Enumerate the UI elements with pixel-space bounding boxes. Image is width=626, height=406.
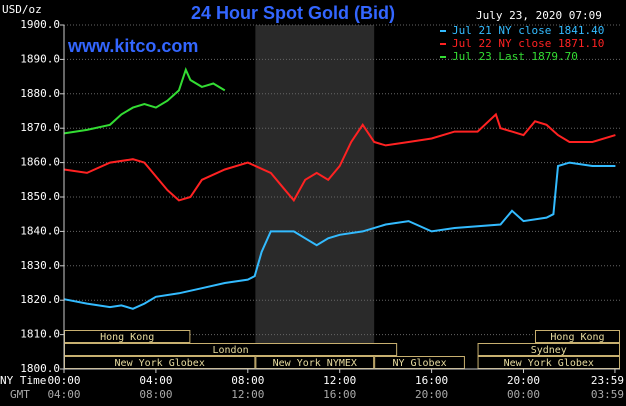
- plot-area: [63, 24, 621, 370]
- y-tick-label: 1810.0: [20, 328, 60, 341]
- x2-axis-label: GMT: [10, 388, 30, 401]
- y-tick-label: 1870.0: [20, 121, 60, 134]
- y-tick-label: 1890.0: [20, 52, 60, 65]
- x2-tick-label: 04:00: [47, 388, 80, 401]
- session-label: London: [213, 345, 249, 356]
- session-box: [477, 343, 620, 356]
- subtitle: www.kitco.com: [67, 36, 198, 56]
- x-tick-label: 16:00: [415, 374, 448, 387]
- y-tick-label: 1900.0: [20, 18, 60, 31]
- session-label: NY Globex: [392, 358, 446, 369]
- x-tick-label: 20:00: [507, 374, 540, 387]
- session-box: [534, 330, 621, 343]
- y-tick-label: 1800.0: [20, 362, 60, 375]
- y-tick-label: 1880.0: [20, 87, 60, 100]
- y-tick-label: 1840.0: [20, 224, 60, 237]
- session-label: Sydney: [531, 345, 567, 356]
- y-tick-label: 1830.0: [20, 259, 60, 272]
- session-label: New York Globex: [115, 358, 205, 369]
- x-tick-label: 12:00: [323, 374, 356, 387]
- timestamp: July 23, 2020 07:09: [476, 9, 602, 22]
- x2-tick-label: 03:59: [591, 388, 624, 401]
- legend-label: Jul 22 NY close 1871.10: [452, 37, 604, 50]
- x2-tick-label: 08:00: [139, 388, 172, 401]
- x2-tick-label: 20:00: [415, 388, 448, 401]
- x-tick-label: 08:00: [231, 374, 264, 387]
- y-tick-label: 1820.0: [20, 293, 60, 306]
- series-line: [63, 66, 226, 135]
- y-axis-label: USD/oz: [2, 3, 42, 16]
- series-line: [63, 112, 616, 203]
- series-line: [63, 161, 616, 310]
- x-tick-label: 04:00: [139, 374, 172, 387]
- y-tick-label: 1860.0: [20, 156, 60, 169]
- x2-tick-label: 12:00: [231, 388, 264, 401]
- session-label: New York NYMEX: [273, 358, 357, 369]
- x2-tick-label: 00:00: [507, 388, 540, 401]
- x-tick-label: 23:59: [591, 374, 624, 387]
- shaded-region: [255, 25, 375, 369]
- session-label: Hong Kong: [100, 332, 154, 343]
- session-label: New York Globex: [504, 358, 594, 369]
- chart-title: 24 Hour Spot Gold (Bid): [191, 3, 395, 23]
- y-tick-label: 1850.0: [20, 190, 60, 203]
- session-label: Hong Kong: [550, 332, 604, 343]
- legend-label: Jul 21 NY close 1841.40: [452, 24, 604, 37]
- x-tick-label: 00:00: [47, 374, 80, 387]
- legend-label: Jul 23 Last 1879.70: [452, 50, 578, 63]
- x2-tick-label: 16:00: [323, 388, 356, 401]
- x-axis-label: NY Time: [0, 374, 46, 387]
